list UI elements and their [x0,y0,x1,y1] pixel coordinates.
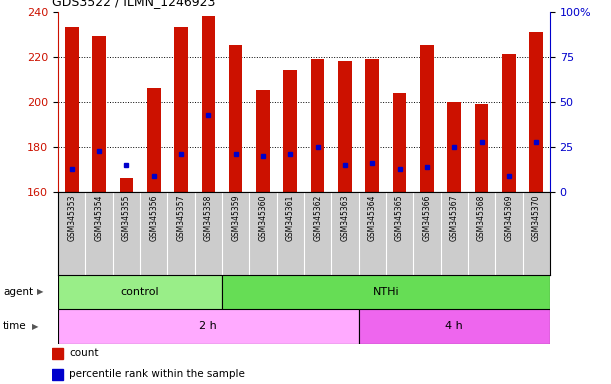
Text: agent: agent [3,287,33,297]
Bar [311,59,324,192]
Text: GSM345369: GSM345369 [505,194,513,241]
Bar [92,36,106,192]
Text: GSM345367: GSM345367 [450,194,459,241]
Bar [58,309,359,344]
Bar [529,32,543,192]
Bar [420,45,434,192]
Bar [222,275,550,309]
Text: GSM345356: GSM345356 [149,194,158,241]
Bar [284,70,297,192]
Text: GSM345366: GSM345366 [422,194,431,241]
Text: GSM345354: GSM345354 [95,194,103,241]
Text: percentile rank within the sample: percentile rank within the sample [70,369,245,379]
Text: GSM345361: GSM345361 [286,194,295,241]
Bar [256,91,270,192]
Text: GSM345363: GSM345363 [340,194,349,241]
Text: GSM345370: GSM345370 [532,194,541,241]
Bar [52,348,63,359]
Text: GSM345358: GSM345358 [204,194,213,241]
Bar [65,27,79,192]
Bar [359,309,550,344]
Text: count: count [70,348,99,358]
Text: GSM345357: GSM345357 [177,194,186,241]
Text: 2 h: 2 h [199,321,217,331]
Bar [58,275,222,309]
Bar [120,179,133,192]
Bar [393,93,406,192]
Text: GSM345359: GSM345359 [231,194,240,241]
Text: GSM345353: GSM345353 [67,194,76,241]
Bar [174,27,188,192]
Text: GSM345355: GSM345355 [122,194,131,241]
Bar [147,88,161,192]
Text: time: time [3,321,27,331]
Bar [447,102,461,192]
Text: NTHi: NTHi [373,287,399,297]
Bar [338,61,352,192]
Bar [502,55,516,192]
Bar [52,369,63,380]
Bar [229,45,243,192]
Bar [365,59,379,192]
Text: 4 h: 4 h [445,321,463,331]
Bar [475,104,488,192]
Text: GSM345364: GSM345364 [368,194,377,241]
Text: GSM345368: GSM345368 [477,194,486,241]
Text: GSM345360: GSM345360 [258,194,268,241]
Bar [202,16,215,192]
Text: GSM345362: GSM345362 [313,194,322,241]
Text: ▶: ▶ [37,287,43,296]
Text: GDS3522 / ILMN_1246923: GDS3522 / ILMN_1246923 [52,0,215,8]
Text: ▶: ▶ [32,322,39,331]
Text: GSM345365: GSM345365 [395,194,404,241]
Text: control: control [121,287,159,297]
